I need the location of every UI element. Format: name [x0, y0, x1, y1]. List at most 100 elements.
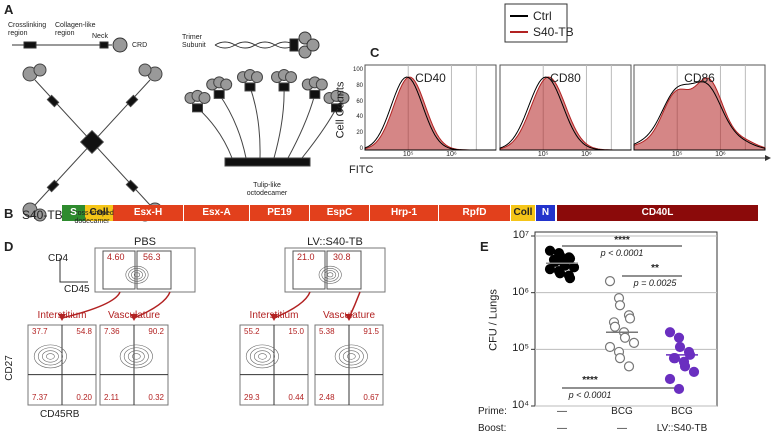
quadrant-value: 91.5	[363, 327, 379, 336]
data-point	[544, 264, 556, 275]
contour	[327, 272, 334, 278]
crd	[337, 91, 350, 104]
histogram-title: CD86	[684, 71, 715, 85]
neck	[244, 82, 256, 92]
construct-segment	[310, 205, 369, 221]
x-label: —	[557, 423, 567, 434]
contour	[342, 350, 360, 363]
arrow-head	[270, 314, 278, 321]
data-point	[628, 337, 640, 348]
contour	[249, 347, 275, 366]
quadrant-value: 2.11	[104, 393, 119, 402]
neck	[330, 103, 342, 113]
gate-arrow	[133, 291, 171, 319]
contour	[321, 268, 339, 282]
quadrant-value: 7.37	[32, 393, 48, 402]
panel-label: B	[4, 206, 14, 221]
crd	[250, 71, 263, 84]
stalk	[273, 86, 285, 159]
contour	[245, 344, 279, 369]
y-tick-label: 10⁴	[512, 399, 529, 411]
panel-label: D	[4, 239, 14, 254]
x-tick-label: 10⁶	[446, 151, 457, 158]
subplot-title: Vasculature	[322, 310, 376, 321]
x-tick-label: 10⁶	[715, 151, 726, 158]
significance-stars: **	[651, 263, 659, 274]
contour	[131, 353, 141, 360]
contour	[133, 272, 141, 278]
quadrant-value: 54.8	[76, 327, 92, 336]
quadrant-value: 29.3	[244, 393, 260, 402]
significance-stars: ****	[582, 375, 598, 386]
y-tick-label: 100	[352, 67, 363, 73]
x-tick-label: 10⁵	[537, 151, 549, 158]
segment-label: Hrp-1	[390, 207, 418, 218]
neck	[309, 89, 321, 99]
data-point	[664, 373, 676, 385]
significance-brackets	[562, 245, 682, 389]
label: Crosslinking region	[8, 22, 47, 37]
axis-label: CD4	[48, 253, 69, 264]
data-point	[544, 245, 556, 256]
construct-segment	[557, 205, 758, 221]
histogram-title: CD40	[415, 71, 446, 85]
crd	[285, 71, 298, 84]
plot-title: PBS	[133, 236, 157, 248]
construct-segment	[439, 205, 510, 221]
neck	[278, 82, 290, 92]
quadrant-value: 0.20	[76, 393, 92, 402]
data-point	[619, 332, 631, 343]
label: Tulip-like octodecamer	[246, 182, 288, 197]
construct-label: S40-TB	[22, 208, 63, 222]
segment-label: RpfD	[462, 207, 487, 218]
x-label: LV::S40-TB	[656, 423, 708, 434]
data-point	[679, 361, 691, 372]
p-value: p < 0.0001	[600, 248, 644, 258]
label: Collagen-like region	[55, 22, 96, 37]
construct-segment	[370, 205, 438, 221]
contour	[119, 344, 153, 369]
contour	[127, 350, 145, 363]
data-point	[669, 353, 681, 364]
gate	[136, 250, 172, 290]
contour	[346, 353, 356, 360]
stalk	[249, 86, 261, 159]
contour	[253, 350, 271, 363]
quadrant-value: 90.2	[148, 327, 164, 336]
data-point	[609, 321, 621, 332]
data-point	[688, 366, 700, 377]
subplot-title: Interstitium	[249, 310, 299, 321]
quadrant-value: 4.60	[107, 252, 125, 262]
x-tick-label: 10⁵	[402, 151, 414, 158]
data-point	[568, 262, 580, 273]
data-point	[614, 353, 626, 364]
quadrant-value: 15.0	[288, 327, 304, 336]
neck	[213, 89, 225, 99]
quadrant-value: 21.0	[297, 252, 315, 262]
crd	[220, 78, 233, 91]
x-label: —	[557, 406, 567, 417]
contour	[318, 265, 342, 284]
row-label: Boost:	[478, 423, 507, 434]
gate-arrow	[61, 291, 121, 319]
stalk	[301, 107, 337, 159]
histogram-outline	[364, 76, 496, 151]
segment-label: Esx-A	[202, 207, 231, 218]
data-point	[624, 313, 636, 324]
segment-label: PE19	[267, 207, 292, 218]
data-point	[664, 327, 676, 338]
data-point	[673, 332, 685, 343]
contour	[324, 270, 337, 280]
segment-label: EspC	[326, 207, 353, 218]
construct-segment	[511, 205, 535, 221]
label: Cross-shaped dodecamer	[70, 210, 114, 225]
legend-label: Ctrl	[533, 9, 552, 23]
subplot-title: Interstitium	[37, 310, 87, 321]
p-value: p < 0.0001	[568, 390, 612, 400]
x-tick-label: 10⁵	[671, 151, 683, 158]
contour	[46, 353, 55, 360]
quadrant-value: 0.32	[148, 393, 164, 402]
data-point	[564, 273, 576, 284]
quadrant-value: 55.2	[244, 327, 260, 336]
stalk	[218, 94, 247, 159]
